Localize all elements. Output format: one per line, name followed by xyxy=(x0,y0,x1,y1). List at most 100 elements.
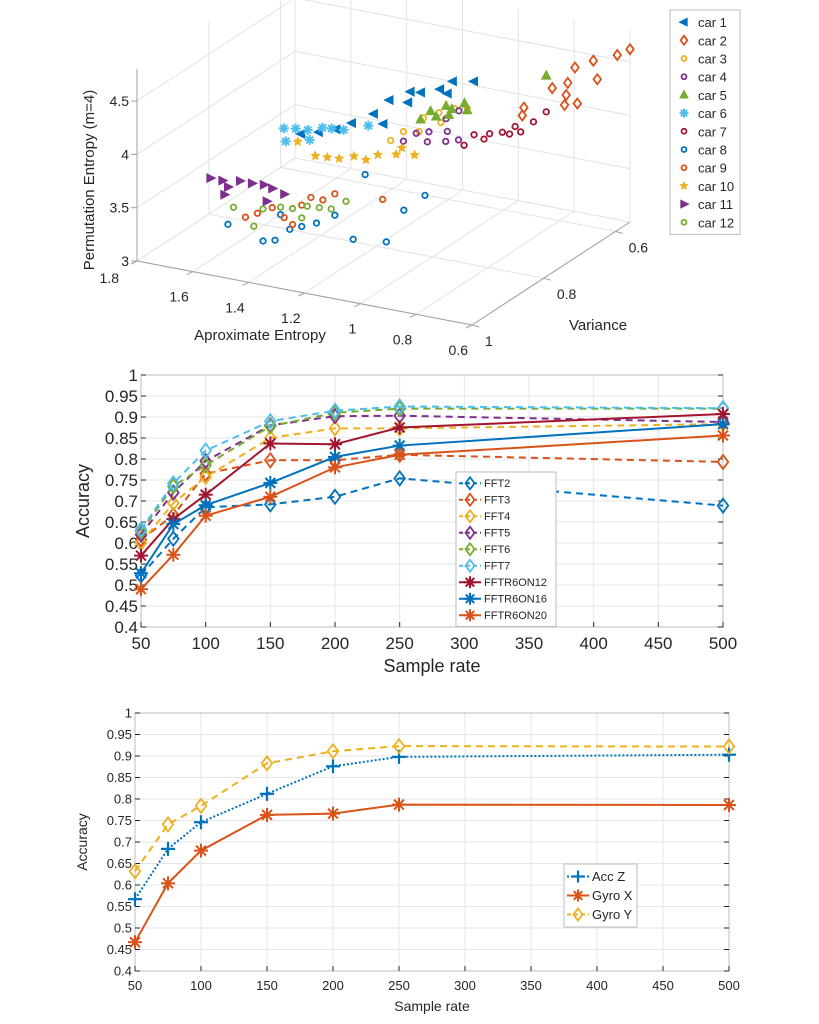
y-tick-label: 0.65 xyxy=(105,513,138,532)
data-point xyxy=(312,219,321,227)
y-tick-label: 0.4 xyxy=(114,618,138,637)
asterisk-stroke xyxy=(364,121,373,130)
triangle-right-marker xyxy=(680,199,690,209)
data-point xyxy=(298,214,306,222)
x-tick-label: 400 xyxy=(586,978,608,993)
legend-label: FFT5 xyxy=(484,528,510,540)
data-point xyxy=(198,498,213,513)
legend-item: car 9 xyxy=(680,161,727,176)
triangle-left-marker xyxy=(402,97,413,108)
circle-marker xyxy=(361,170,369,179)
z-tick-label: 3.5 xyxy=(110,200,130,216)
data-point xyxy=(467,76,479,87)
circle-marker xyxy=(437,118,445,127)
legend-marker xyxy=(572,870,584,883)
data-point xyxy=(480,135,488,143)
x-axis-label: Sample rate xyxy=(394,998,470,1014)
y-tick-mark xyxy=(543,277,551,281)
triangle-left-marker xyxy=(678,17,688,27)
x-tick-label: 0.6 xyxy=(449,342,469,358)
legend-marker xyxy=(464,558,476,574)
circle-marker xyxy=(229,203,238,211)
diamond-marker xyxy=(199,442,213,460)
legend-marker xyxy=(680,55,688,62)
triangle-right-marker xyxy=(206,173,217,184)
triangle-left-marker xyxy=(446,76,457,87)
triangle-left-marker xyxy=(434,84,445,95)
legend-marker xyxy=(680,164,688,172)
asterisk-stroke xyxy=(162,877,174,889)
circle-marker xyxy=(443,127,451,136)
legend-marker xyxy=(464,609,476,622)
asterisk-stroke xyxy=(167,518,179,530)
diamond-marker xyxy=(166,530,180,548)
diamond-marker xyxy=(393,469,407,487)
diamond-marker xyxy=(588,54,599,68)
asterisk-stroke xyxy=(394,439,406,452)
data-point xyxy=(331,190,339,198)
legend-item: FFT7 xyxy=(459,558,510,574)
x-tick-label: 50 xyxy=(128,978,142,993)
data-point xyxy=(290,123,301,134)
asterisk-stroke xyxy=(303,125,312,135)
data-point xyxy=(166,517,181,532)
data-point xyxy=(319,196,327,204)
z-tick-label: 4.5 xyxy=(110,93,130,109)
y-tick-label: 0.9 xyxy=(114,749,132,764)
y-axis-label: Accuracy xyxy=(73,464,93,538)
x-tick-mark xyxy=(242,281,249,286)
legend-label: car 3 xyxy=(698,52,727,67)
data-point xyxy=(517,128,525,136)
data-point xyxy=(280,189,291,200)
diamond-marker xyxy=(464,525,476,541)
asterisk-stroke xyxy=(167,549,179,561)
data-point xyxy=(400,206,408,214)
series-line xyxy=(140,477,724,577)
data-point xyxy=(194,843,208,858)
star-marker xyxy=(348,150,360,161)
data-point xyxy=(562,76,573,90)
data-point xyxy=(392,737,406,755)
data-point xyxy=(263,489,278,504)
data-point xyxy=(280,213,288,222)
data-point xyxy=(218,175,229,186)
data-point xyxy=(392,447,407,462)
legend-item: FFT4 xyxy=(459,508,510,524)
grid-line xyxy=(136,104,631,209)
x-tick-label: 0.8 xyxy=(393,331,413,347)
y-axis-label: Accuracy xyxy=(74,813,90,871)
circle-marker xyxy=(421,191,429,200)
series-car-10 xyxy=(292,136,420,165)
data-point xyxy=(328,419,342,437)
data-point xyxy=(241,213,250,221)
legend-marker xyxy=(464,576,476,589)
series-car-12 xyxy=(229,197,350,230)
data-point xyxy=(292,136,304,147)
legend-item: car 4 xyxy=(680,70,727,85)
legend-label: car 7 xyxy=(698,124,727,139)
star-marker xyxy=(360,154,372,165)
data-point xyxy=(128,862,142,880)
triangle-right-marker xyxy=(268,183,279,194)
grid-line xyxy=(360,200,519,305)
diamond-marker xyxy=(559,98,570,112)
triangle-left-marker xyxy=(383,95,394,106)
x-tick-mark xyxy=(465,324,473,329)
legend-item: car 2 xyxy=(679,33,727,48)
legend-marker xyxy=(464,492,476,508)
y-axis-label: Variance xyxy=(569,317,627,334)
y-tick-label: 0.7 xyxy=(114,492,138,511)
x-tick-label: 1.2 xyxy=(281,310,301,326)
data-point xyxy=(572,97,583,111)
grid-line xyxy=(280,166,616,232)
diamond-marker xyxy=(199,456,213,474)
legend-marker xyxy=(679,108,689,118)
data-point xyxy=(333,152,345,164)
y-tick-label: 0.6 xyxy=(629,239,649,255)
legend-marker xyxy=(680,127,688,135)
scatter3d-chart: 1.8 1.6 1.4 1.2 1 0.8 0.6 1 0.8 0.6 3 3.5 4 4.5 Aproxi… xyxy=(81,0,741,358)
z-axis-label: Permutation Entropy (m=4) xyxy=(81,90,98,271)
diamond-marker xyxy=(716,453,730,471)
legend-marker xyxy=(572,907,584,922)
circle-marker xyxy=(399,137,408,145)
